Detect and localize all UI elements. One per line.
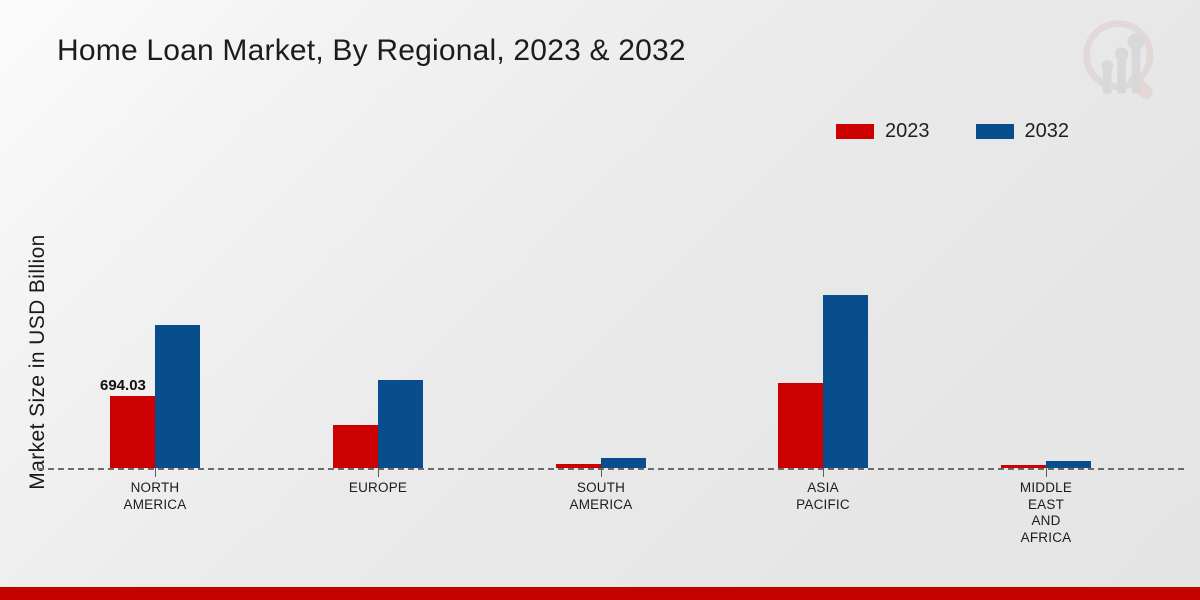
legend-item-2023[interactable]: 2023 [836, 121, 930, 141]
bar-2032-asia-pacific[interactable] [823, 294, 868, 468]
legend-label-2032: 2032 [1024, 120, 1070, 142]
axis-tick-south-america [601, 468, 602, 477]
category-line: ASIA [807, 480, 839, 495]
axis-tick-europe [378, 468, 379, 477]
bar-2032-south-america[interactable] [601, 458, 646, 468]
bar-2032-north-america[interactable] [155, 325, 200, 468]
category-label-europe: EUROPE [298, 480, 458, 497]
category-line: PACIFIC [796, 496, 850, 512]
category-line: SOUTH [576, 480, 626, 495]
axis-tick-north-america [155, 468, 156, 477]
category-line: EUROPE [348, 480, 408, 495]
axis-tick-middle-east-and-africa [1046, 468, 1047, 477]
bar-2023-europe[interactable] [333, 424, 378, 468]
legend-swatch-2032 [975, 123, 1014, 139]
bar-2023-asia-pacific[interactable] [778, 382, 823, 468]
category-label-middle-east-and-africa: MIDDLE EAST AND AFRICA [966, 480, 1126, 546]
bar-2023-south-america[interactable] [556, 463, 601, 468]
bar-2032-europe[interactable] [378, 380, 423, 468]
legend-swatch-2023 [836, 123, 874, 139]
category-label-south-america: SOUTH AMERICA [521, 480, 681, 513]
page-title: Home Loan Market, By Regional, 2023 & 20… [57, 34, 686, 67]
category-line: NORTH [130, 480, 180, 495]
category-line: EAST [1027, 496, 1065, 512]
category-line: AMERICA [123, 496, 187, 512]
bar-2032-middle-east-and-africa[interactable] [1046, 461, 1091, 468]
axis-baseline [38, 468, 1184, 470]
footer-accent-bar [0, 587, 1200, 600]
bar-2023-north-america[interactable] [110, 396, 155, 468]
axis-tick-asia-pacific [823, 468, 824, 477]
category-line: MIDDLE [1019, 480, 1073, 495]
category-line: AND [1031, 513, 1061, 528]
bar-2023-middle-east-and-africa[interactable] [1001, 465, 1046, 468]
data-label-2023-north-america: 694.03 [100, 377, 146, 394]
legend-item-2032[interactable]: 2032 [975, 120, 1070, 142]
chart-legend: 2023 2032 [836, 121, 1069, 141]
category-line: AFRICA [1020, 529, 1072, 545]
legend-label-2023: 2023 [885, 120, 930, 142]
category-label-asia-pacific: ASIA PACIFIC [743, 480, 903, 513]
category-line: AMERICA [569, 496, 633, 512]
category-label-north-america: NORTH AMERICA [75, 480, 235, 513]
